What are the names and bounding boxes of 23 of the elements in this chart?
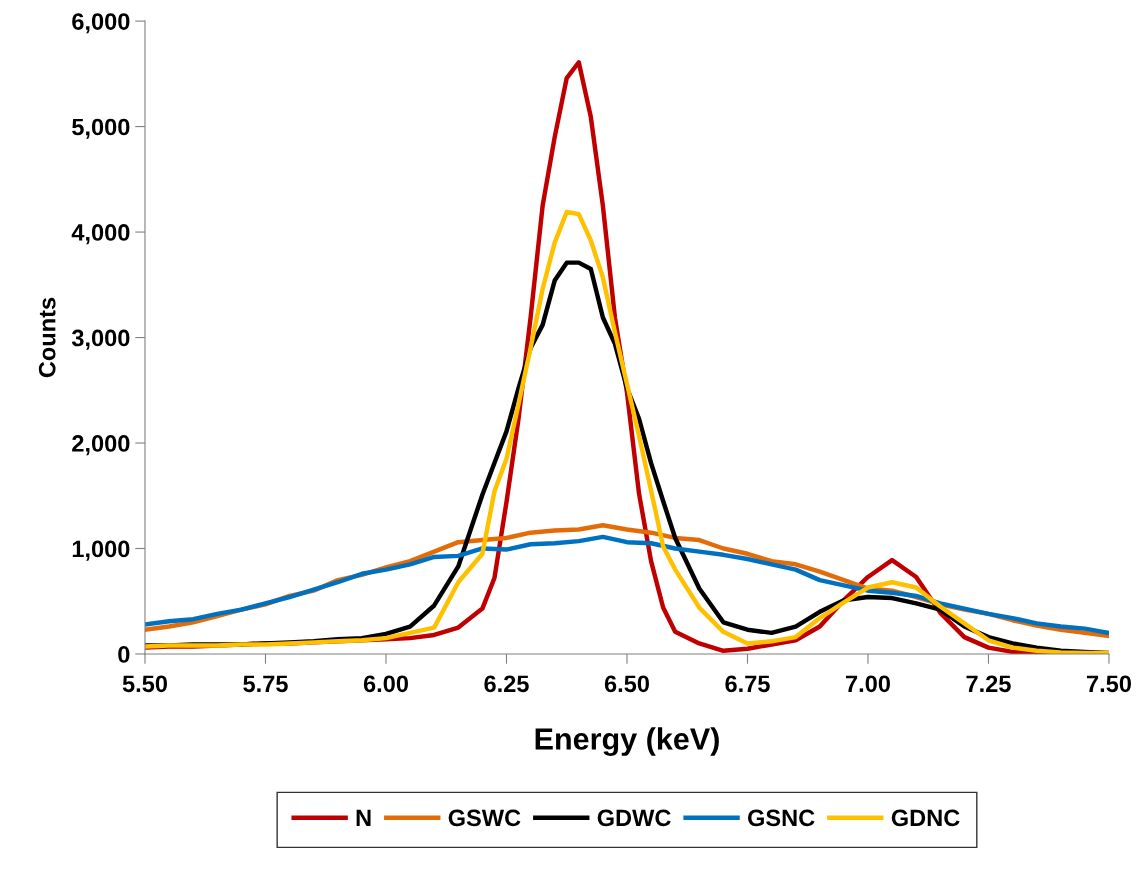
legend-label: GSWC bbox=[448, 809, 521, 827]
x-tick-label: 5.50 bbox=[122, 675, 167, 693]
x-tick-label: 6.75 bbox=[725, 675, 770, 693]
legend-label: N bbox=[356, 809, 371, 826]
y-tick-label: 2,000 bbox=[72, 435, 130, 456]
y-tick-label: 1,000 bbox=[72, 540, 130, 561]
x-tick-label: 6.50 bbox=[604, 675, 649, 693]
legend-label: GSNC bbox=[747, 809, 815, 827]
x-axis-title: Energy (keV) bbox=[535, 727, 719, 756]
legend-label: GDNC bbox=[891, 809, 960, 827]
y-tick-label: 5,000 bbox=[72, 118, 130, 139]
x-tick-label: 6.00 bbox=[363, 675, 408, 693]
legend-label: GDWC bbox=[597, 809, 671, 827]
x-tick-label: 6.25 bbox=[484, 675, 529, 693]
x-tick-label: 7.50 bbox=[1087, 675, 1131, 693]
x-tick-label: 5.75 bbox=[243, 675, 288, 693]
y-tick-label: 0 bbox=[118, 646, 130, 663]
x-tick-label: 7.25 bbox=[966, 675, 1011, 693]
x-tick-label: 7.00 bbox=[846, 675, 890, 693]
y-tick-label: 6,000 bbox=[72, 13, 130, 34]
y-axis-title: Counts bbox=[38, 297, 56, 378]
y-tick-label: 4,000 bbox=[71, 224, 130, 245]
y-tick-label: 3,000 bbox=[71, 329, 130, 350]
